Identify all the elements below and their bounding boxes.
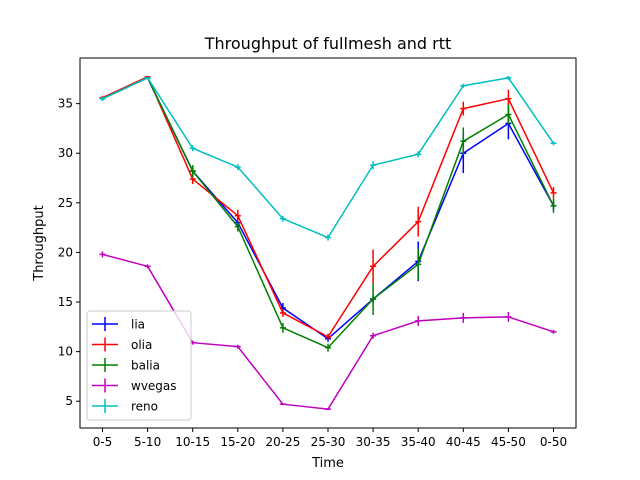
legend-entry-olia: olia: [92, 337, 152, 352]
y-axis-ticks: 5 10 15 20 25 30 35: [58, 97, 80, 408]
y-tick-label: 15: [58, 295, 73, 309]
x-tick-label: 30-35: [356, 435, 391, 449]
y-tick-label: 5: [65, 394, 73, 408]
legend-label: wvegas: [131, 379, 177, 393]
x-tick-label: 25-30: [311, 435, 346, 449]
legend-label: lia: [131, 318, 145, 332]
x-tick-label: 10-15: [175, 435, 210, 449]
legend-entry-reno: reno: [92, 399, 158, 414]
legend-entry-wvegas: wvegas: [92, 378, 177, 393]
legend-label: balia: [131, 359, 160, 373]
legend-entry-balia: balia: [92, 358, 160, 373]
legend-box: [86, 310, 192, 421]
x-tick-label: 0-50: [540, 435, 567, 449]
x-tick-label: 15-20: [220, 435, 255, 449]
legend-label: olia: [131, 338, 152, 352]
x-tick-label: 20-25: [265, 435, 300, 449]
x-tick-label: 35-40: [401, 435, 436, 449]
x-axis-label: Time: [311, 456, 344, 471]
legend-entries: lia olia balia wvegas reno: [92, 317, 177, 414]
x-tick-label: 40-45: [446, 435, 481, 449]
x-tick-label: 0-5: [93, 435, 113, 449]
y-tick-label: 10: [58, 345, 73, 359]
series-reno: [99, 75, 557, 241]
y-tick-label: 20: [58, 245, 73, 259]
y-tick-label: 25: [58, 196, 73, 210]
y-tick-label: 30: [58, 146, 73, 160]
plot-area: 0-5 5-10 10-15 15-20 20-25 25-30 30-35 35-40 40-…: [58, 57, 577, 449]
x-axis-ticks: 0-5 5-10 10-15 15-20 20-25 25-30 30-35 35-40 40-…: [93, 428, 567, 449]
x-tick-label: 45-50: [491, 435, 526, 449]
chart-title: Throughput of fullmesh and rtt: [204, 34, 452, 53]
legend-label: reno: [131, 400, 158, 414]
y-tick-label: 35: [58, 97, 73, 111]
x-tick-label: 5-10: [134, 435, 161, 449]
legend-entry-lia: lia: [92, 317, 145, 332]
y-axis-label: Throughput: [32, 205, 47, 282]
legend: lia olia balia wvegas reno: [86, 310, 192, 421]
